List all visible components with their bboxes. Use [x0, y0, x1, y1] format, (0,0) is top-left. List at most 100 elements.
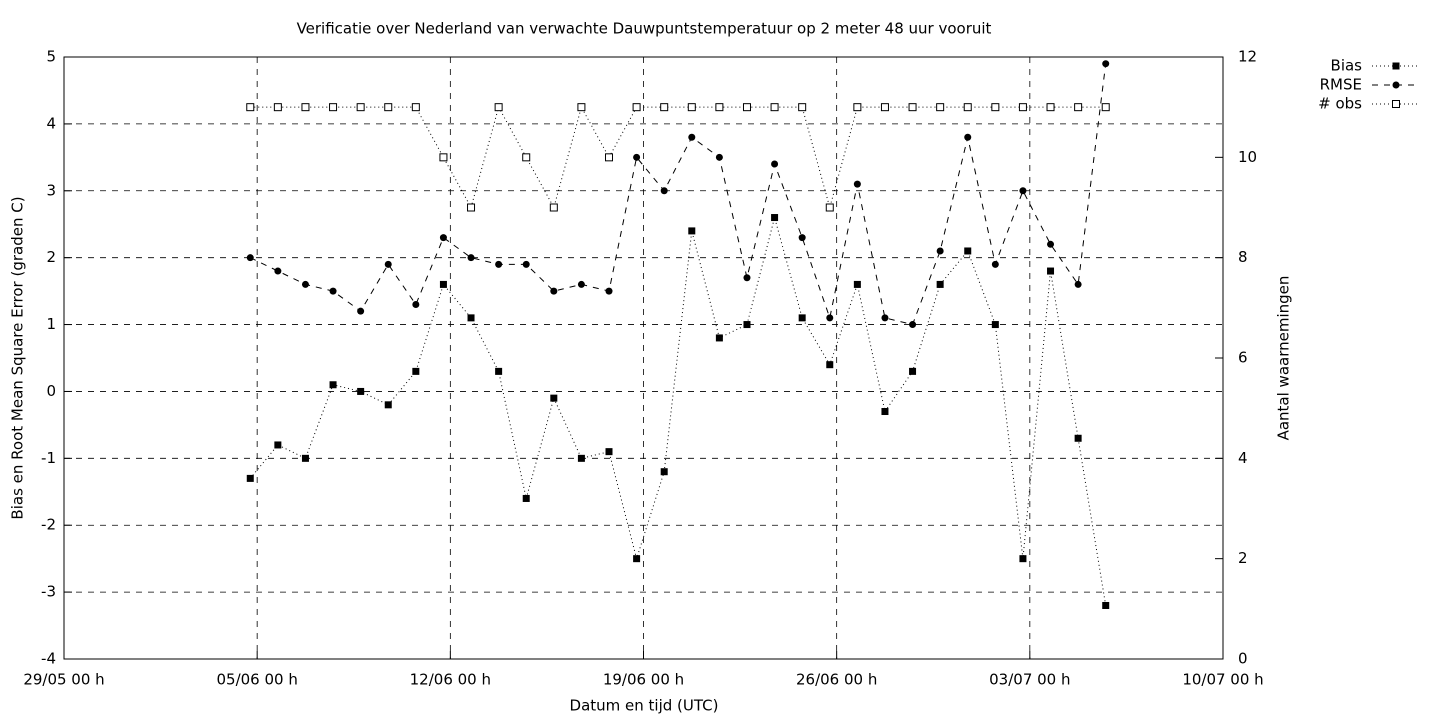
data-point — [660, 468, 668, 476]
data-point — [853, 180, 861, 188]
data-point — [909, 321, 917, 329]
x-tick-label: 05/06 00 h — [216, 671, 297, 689]
data-point — [467, 254, 475, 262]
data-point — [798, 103, 807, 112]
data-point — [660, 187, 668, 195]
data-point — [825, 203, 834, 212]
data-point — [439, 280, 447, 288]
data-point — [522, 260, 530, 268]
legend-label: RMSE — [1320, 76, 1362, 94]
data-point — [853, 103, 862, 112]
data-point — [715, 334, 723, 342]
data-point — [991, 103, 1000, 112]
y2-tick-label: 0 — [1238, 650, 1248, 668]
data-point — [357, 307, 365, 315]
data-point — [246, 103, 255, 112]
data-point — [577, 103, 586, 112]
y-tick-label: -2 — [41, 516, 56, 534]
x-tick-label: 19/06 00 h — [603, 671, 684, 689]
data-point — [357, 387, 365, 395]
data-point — [273, 103, 282, 112]
data-point — [577, 454, 585, 462]
data-point — [715, 153, 723, 161]
data-point — [1074, 434, 1082, 442]
series-line — [249, 215, 1107, 606]
data-point — [742, 103, 751, 112]
data-point — [991, 321, 999, 329]
y2-tick-label: 10 — [1238, 148, 1257, 166]
data-point — [1102, 60, 1110, 68]
data-point — [991, 260, 999, 268]
data-point — [1018, 103, 1027, 112]
legend-marker — [1392, 81, 1400, 89]
data-point — [439, 153, 448, 162]
y2-tick-label: 6 — [1238, 349, 1248, 367]
legend-marker — [1392, 62, 1400, 70]
data-point — [798, 314, 806, 322]
data-point — [770, 103, 779, 112]
x-axis-label: Datum en tijd (UTC) — [570, 697, 719, 715]
data-point — [1101, 103, 1110, 112]
data-point — [963, 103, 972, 112]
data-point — [853, 280, 861, 288]
x-tick-label: 12/06 00 h — [410, 671, 491, 689]
y-tick-label: 2 — [46, 248, 56, 266]
data-point — [246, 474, 254, 482]
data-point — [936, 280, 944, 288]
data-point — [743, 274, 751, 282]
data-point — [688, 133, 696, 141]
data-point — [495, 260, 503, 268]
data-point — [1074, 103, 1083, 112]
data-point — [1102, 601, 1110, 609]
data-point — [880, 103, 889, 112]
data-point — [356, 103, 365, 112]
data-point — [688, 227, 696, 235]
data-point — [549, 203, 558, 212]
y-tick-label: -4 — [41, 650, 56, 668]
y2-tick-label: 8 — [1238, 248, 1248, 266]
y-axis-label: Bias en Root Mean Square Error (graden C… — [9, 196, 27, 519]
data-point — [771, 160, 779, 168]
data-point — [329, 381, 337, 389]
y2-tick-label: 2 — [1238, 549, 1248, 567]
y-tick-label: 4 — [46, 114, 56, 132]
data-point — [660, 103, 669, 112]
y-tick-label: 5 — [46, 48, 56, 66]
y-tick-label: 0 — [46, 382, 56, 400]
data-point — [495, 367, 503, 375]
series-line — [250, 105, 1106, 210]
data-point — [274, 441, 282, 449]
y-tick-label: 1 — [46, 315, 56, 333]
data-point — [384, 103, 393, 112]
data-point — [522, 494, 530, 502]
data-point — [412, 300, 420, 308]
data-point — [412, 367, 420, 375]
y2-tick-label: 12 — [1238, 48, 1257, 66]
data-point — [301, 280, 309, 288]
series-line — [250, 63, 1107, 326]
data-point — [329, 287, 337, 295]
data-point — [632, 103, 641, 112]
x-tick-label: 10/07 00 h — [1182, 671, 1263, 689]
x-tick-label: 29/05 00 h — [23, 671, 104, 689]
y2-axis-label: Aantal waarnemingen — [1275, 276, 1293, 441]
legend-marker — [1392, 100, 1400, 108]
data-point — [411, 103, 420, 112]
data-point — [881, 314, 889, 322]
y-tick-label: 3 — [46, 181, 56, 199]
data-point — [715, 103, 724, 112]
legend-label: # obs — [1318, 95, 1362, 113]
data-point — [274, 267, 282, 275]
data-point — [1046, 103, 1055, 112]
data-point — [633, 153, 641, 161]
data-point — [936, 103, 945, 112]
data-point — [1047, 240, 1055, 248]
data-point — [771, 214, 779, 222]
data-point — [494, 103, 503, 112]
chart-title: Verificatie over Nederland van verwachte… — [297, 20, 992, 38]
data-point — [798, 234, 806, 242]
x-tick-label: 03/07 00 h — [989, 671, 1070, 689]
data-point — [522, 153, 531, 162]
data-point — [964, 133, 972, 141]
